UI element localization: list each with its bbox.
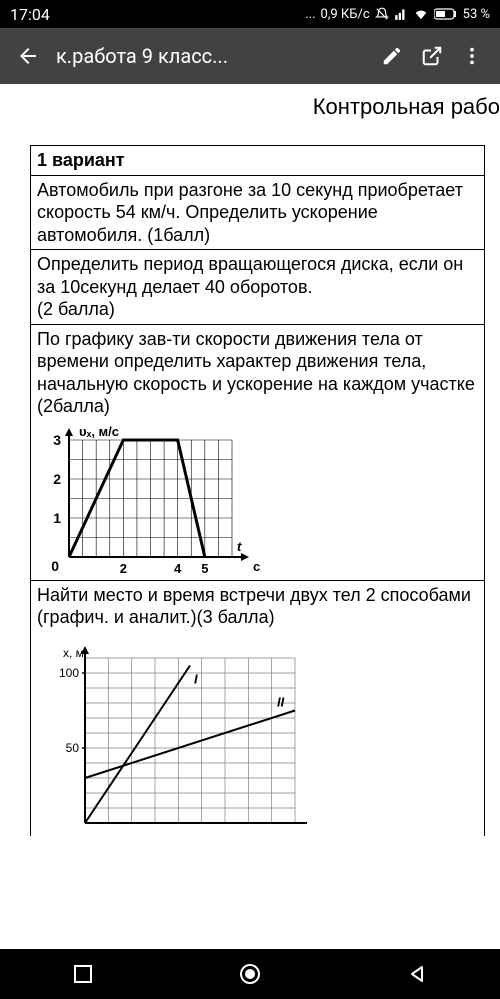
svg-text:50: 50 [66, 741, 80, 755]
svg-text:t: t [237, 539, 242, 554]
svg-text:5: 5 [201, 561, 208, 576]
net-speed: 0,9 КБ/с [321, 7, 370, 22]
battery-icon [434, 8, 458, 20]
svg-text:2: 2 [120, 561, 127, 576]
svg-text:с: с [253, 559, 260, 574]
doc-partial-header: Контрольная рабо [0, 84, 500, 130]
question-2: Определить период вращающегося диска, ес… [31, 250, 484, 325]
chart-1-container: 1 2 3 2 4 5 0 υₓ, м/с tс [37, 422, 478, 577]
svg-text:II: II [277, 694, 285, 709]
open-external-button[interactable] [412, 36, 452, 76]
status-bar: 17:04 ... 0,9 КБ/с 53 % [0, 0, 500, 28]
app-bar: к.работа 9 класс... [0, 28, 500, 84]
more-button[interactable] [452, 36, 492, 76]
status-dots: ... [305, 7, 315, 22]
document-content[interactable]: Контрольная рабо 1 вариант Автомобиль пр… [0, 84, 500, 949]
question-4-text: Найти место и время встречи двух тел 2 с… [37, 584, 478, 629]
svg-text:2: 2 [53, 471, 61, 487]
status-time: 17:04 [10, 5, 305, 24]
variant-header: 1 вариант [31, 146, 484, 176]
signal-icon [394, 7, 408, 21]
svg-text:υₓ, м/с: υₓ, м/с [79, 424, 119, 439]
question-4: Найти место и время встречи двух тел 2 с… [31, 581, 484, 836]
nav-back-button[interactable] [405, 962, 429, 986]
svg-text:4: 4 [174, 561, 182, 576]
svg-text:x, м: x, м [63, 646, 84, 660]
velocity-chart: 1 2 3 2 4 5 0 υₓ, м/с tс [37, 422, 272, 577]
question-3-text: По графику зав-ти скорости движения тела… [37, 328, 478, 418]
wifi-icon [413, 7, 429, 21]
svg-text:3: 3 [53, 432, 61, 448]
chart-2-container: 50100x, мIII [37, 643, 478, 833]
svg-text:100: 100 [59, 666, 79, 680]
svg-text:1: 1 [53, 510, 61, 526]
svg-text:0: 0 [51, 558, 59, 574]
nav-recent-button[interactable] [71, 962, 95, 986]
svg-text:I: I [194, 671, 198, 686]
nav-home-button[interactable] [238, 962, 262, 986]
status-right: ... 0,9 КБ/с 53 % [305, 7, 490, 22]
position-chart: 50100x, мIII [37, 643, 317, 833]
app-title: к.работа 9 класс... [56, 44, 372, 68]
question-3: По графику зав-ти скорости движения тела… [31, 325, 484, 581]
edit-button[interactable] [372, 36, 412, 76]
battery-pct: 53 % [463, 7, 490, 22]
navigation-bar [0, 949, 500, 999]
worksheet: 1 вариант Автомобиль при разгоне за 10 с… [30, 145, 485, 836]
bell-off-icon [375, 7, 389, 21]
back-button[interactable] [8, 36, 48, 76]
question-1: Автомобиль при разгоне за 10 секунд прио… [31, 176, 484, 251]
